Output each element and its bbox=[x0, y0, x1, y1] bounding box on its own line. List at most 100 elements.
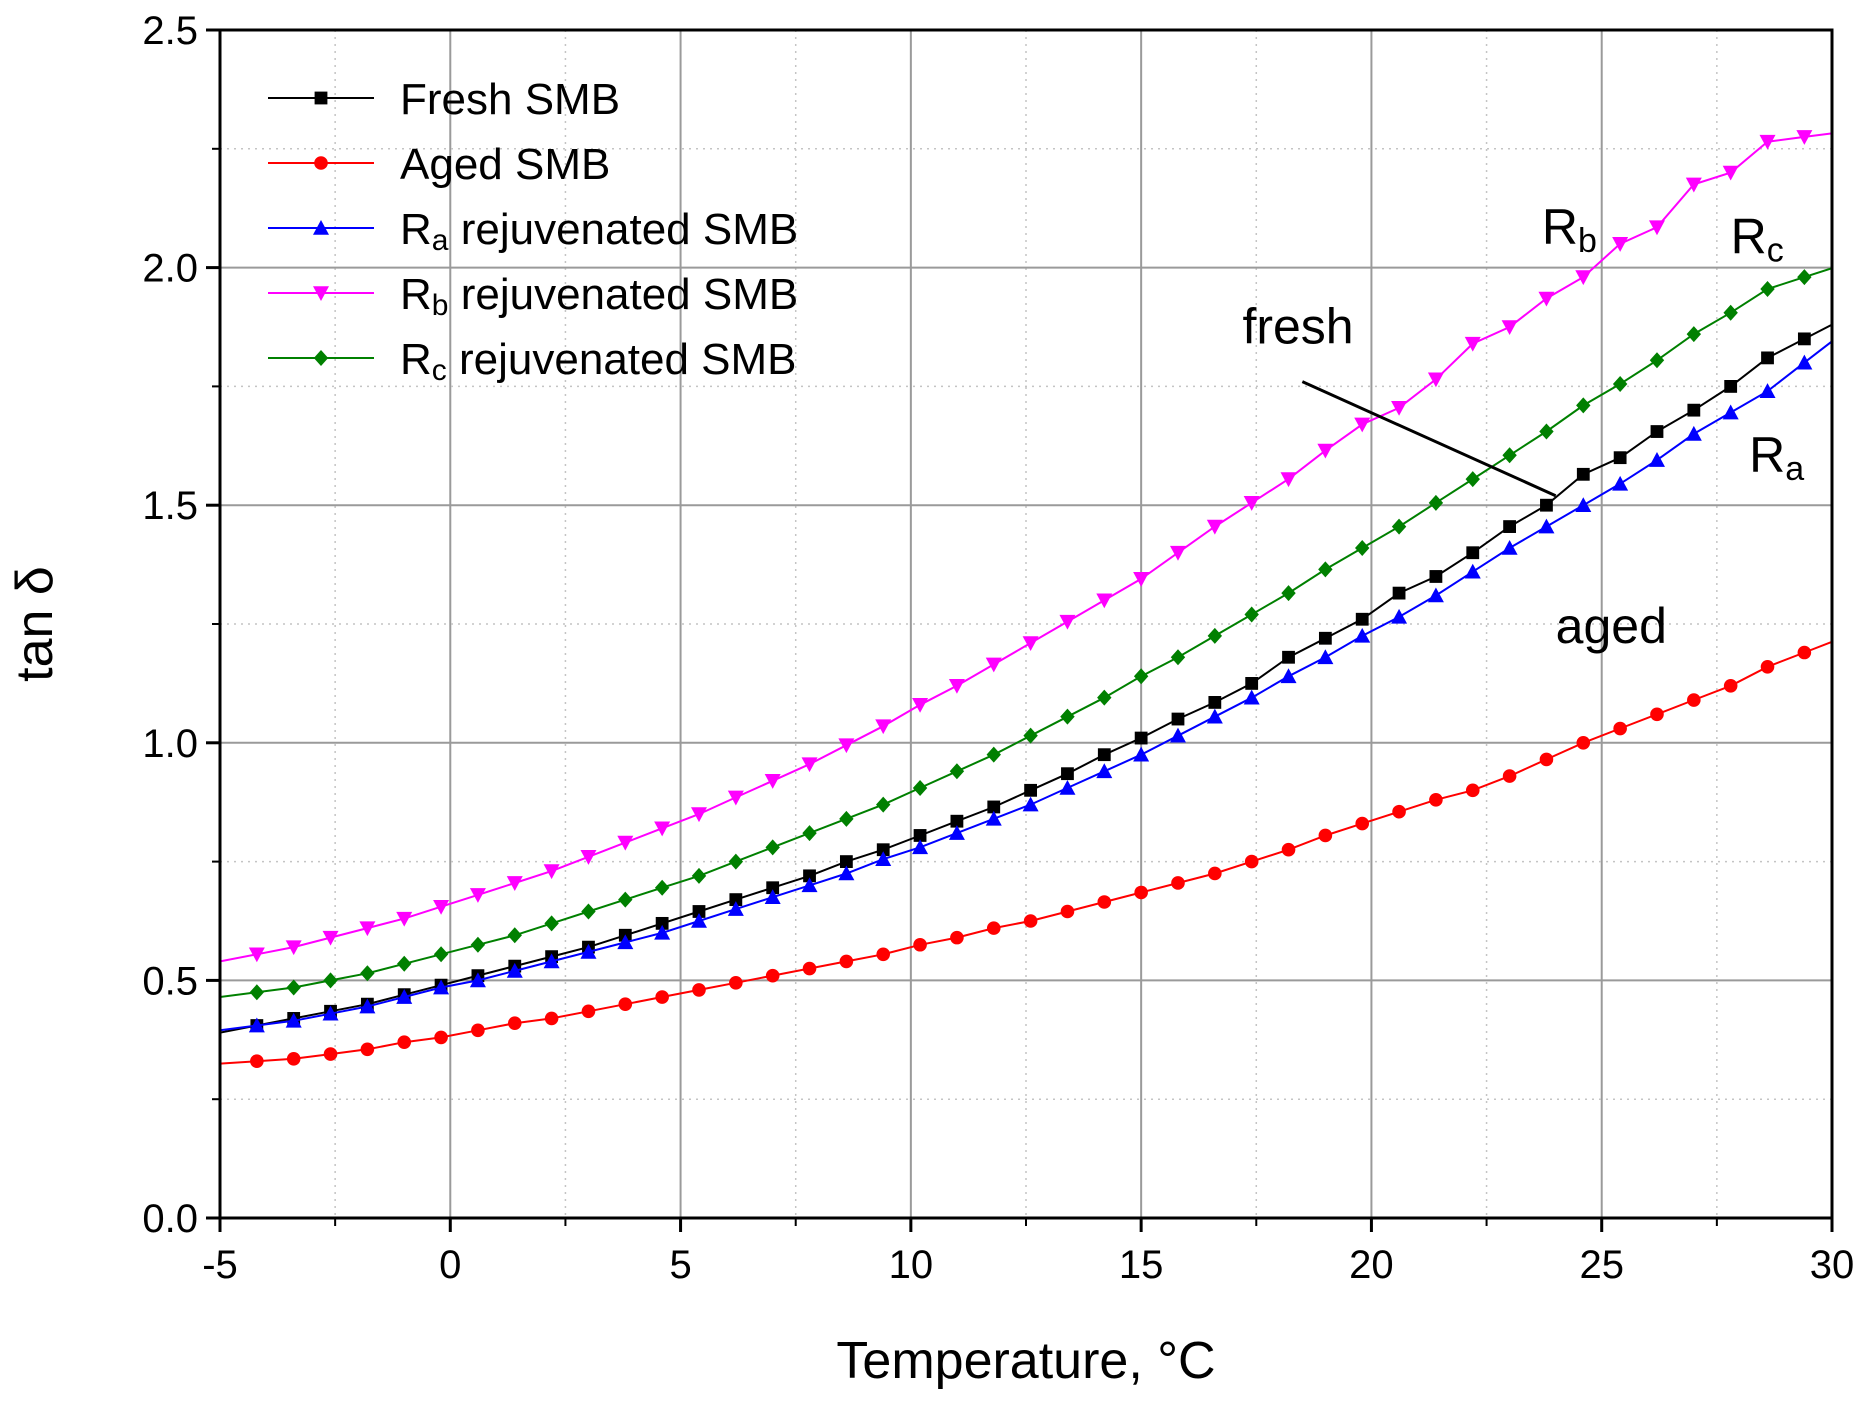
data-point-ra-rejuvenated-smb bbox=[543, 953, 560, 969]
data-point-aged-smb bbox=[1502, 769, 1517, 783]
data-point-rc-rejuvenated-smb bbox=[728, 853, 744, 870]
data-point-ra-rejuvenated-smb bbox=[1648, 452, 1665, 467]
data-point-rc-rejuvenated-smb bbox=[249, 984, 265, 1001]
data-point-ra-rejuvenated-smb bbox=[1464, 563, 1481, 579]
data-point-aged-smb bbox=[250, 1054, 264, 1068]
data-point-ra-rejuvenated-smb bbox=[690, 913, 707, 928]
data-point-fresh-smb bbox=[1429, 570, 1443, 583]
data-point-fresh-smb bbox=[1613, 451, 1627, 465]
data-point-rc-rejuvenated-smb bbox=[986, 746, 1001, 763]
data-point-aged-smb bbox=[1797, 645, 1812, 660]
y-tick-label: 0.0 bbox=[142, 1197, 198, 1241]
data-point-rc-rejuvenated-smb bbox=[1539, 423, 1554, 440]
data-point-fresh-smb bbox=[1282, 650, 1295, 664]
data-point-ra-rejuvenated-smb bbox=[1538, 518, 1555, 534]
x-tick-label: 25 bbox=[1579, 1243, 1624, 1287]
data-point-aged-smb bbox=[692, 983, 706, 997]
data-point-rc-rejuvenated-smb bbox=[802, 825, 817, 842]
data-point-rb-rejuvenated-smb bbox=[543, 864, 560, 880]
data-point-fresh-smb bbox=[766, 881, 780, 895]
legend-item-rb-rejuvenated-smb: Rb rejuvenated SMB bbox=[268, 270, 798, 322]
data-point-ra-rejuvenated-smb bbox=[1796, 354, 1813, 370]
data-point-rb-rejuvenated-smb bbox=[617, 835, 634, 851]
x-tick-label: 30 bbox=[1810, 1243, 1855, 1287]
data-point-rb-rejuvenated-smb bbox=[654, 821, 671, 837]
data-point-ra-rejuvenated-smb bbox=[1022, 796, 1039, 812]
data-point-aged-smb bbox=[1392, 804, 1406, 819]
data-point-rb-rejuvenated-smb bbox=[469, 888, 486, 903]
data-point-aged-smb bbox=[765, 968, 780, 983]
data-point-rc-rejuvenated-smb bbox=[1133, 668, 1149, 685]
data-point-aged-smb bbox=[1760, 659, 1775, 674]
annotation-pointer bbox=[1301, 380, 1557, 498]
series-ra-rejuvenated-smb bbox=[220, 340, 1832, 1033]
data-point-aged-smb bbox=[839, 954, 854, 969]
data-point-rb-rejuvenated-smb bbox=[1648, 220, 1665, 236]
data-point-fresh-smb bbox=[1355, 612, 1369, 626]
data-point-rc-rejuvenated-smb bbox=[1502, 447, 1517, 464]
data-point-rb-rejuvenated-smb bbox=[1096, 593, 1113, 609]
data-point-aged-smb bbox=[729, 975, 743, 990]
data-point-ra-rejuvenated-smb bbox=[1280, 668, 1297, 684]
data-point-fresh-smb bbox=[876, 843, 890, 857]
x-axis-title: Temperature, °C bbox=[836, 1332, 1215, 1390]
legend-marker bbox=[313, 286, 329, 301]
series-rc-rejuvenated-smb bbox=[220, 267, 1832, 1001]
data-point-rb-rejuvenated-smb bbox=[1427, 372, 1444, 388]
data-point-rc-rejuvenated-smb bbox=[1097, 689, 1112, 706]
data-point-ra-rejuvenated-smb bbox=[1354, 627, 1371, 643]
legend-marker bbox=[313, 350, 329, 366]
data-point-fresh-smb bbox=[1134, 731, 1148, 745]
data-point-ra-rejuvenated-smb bbox=[1427, 587, 1444, 603]
data-point-aged-smb bbox=[876, 947, 891, 962]
data-point-rc-rejuvenated-smb bbox=[949, 763, 965, 780]
data-point-fresh-smb bbox=[1650, 425, 1664, 438]
data-point-ra-rejuvenated-smb bbox=[433, 979, 450, 995]
data-point-fresh-smb bbox=[1503, 520, 1516, 533]
data-point-rc-rejuvenated-smb bbox=[433, 946, 449, 963]
data-point-aged-smb bbox=[1097, 895, 1112, 909]
data-point-rb-rejuvenated-smb bbox=[1133, 572, 1150, 587]
data-point-aged-smb bbox=[1650, 707, 1664, 722]
data-point-rc-rejuvenated-smb bbox=[1355, 539, 1370, 556]
data-point-aged-smb bbox=[913, 937, 927, 952]
data-point-aged-smb bbox=[1318, 828, 1333, 843]
legend-item-ra-rejuvenated-smb: Ra rejuvenated SMB bbox=[268, 205, 798, 257]
data-point-rb-rejuvenated-smb bbox=[506, 876, 523, 891]
data-point-aged-smb bbox=[471, 1023, 485, 1038]
data-point-rc-rejuvenated-smb bbox=[1649, 352, 1665, 369]
data-point-ra-rejuvenated-smb bbox=[1206, 708, 1223, 724]
data-point-aged-smb bbox=[950, 930, 964, 945]
data-point-aged-smb bbox=[1060, 904, 1075, 919]
data-point-rc-rejuvenated-smb bbox=[507, 927, 522, 944]
data-point-fresh-smb bbox=[655, 916, 669, 930]
data-point-ra-rejuvenated-smb bbox=[1759, 383, 1776, 398]
data-point-aged-smb bbox=[1171, 876, 1185, 890]
data-point-rc-rejuvenated-smb bbox=[323, 972, 338, 989]
x-tick-label: 0 bbox=[439, 1243, 461, 1287]
data-point-fresh-smb bbox=[1097, 748, 1111, 762]
annotation-rb: Rb bbox=[1542, 199, 1597, 260]
data-point-rc-rejuvenated-smb bbox=[839, 810, 854, 827]
data-point-fresh-smb bbox=[1687, 403, 1701, 417]
data-point-ra-rejuvenated-smb bbox=[801, 877, 818, 893]
data-point-ra-rejuvenated-smb bbox=[727, 901, 744, 916]
y-axis-title: tan δ bbox=[6, 566, 64, 682]
y-tick-label: 1.0 bbox=[142, 722, 198, 766]
data-point-rc-rejuvenated-smb bbox=[1428, 494, 1444, 511]
data-point-fresh-smb bbox=[1466, 546, 1480, 560]
data-point-rc-rejuvenated-smb bbox=[1023, 727, 1038, 744]
data-point-aged-smb bbox=[434, 1030, 448, 1045]
data-point-aged-smb bbox=[544, 1011, 559, 1026]
data-point-rc-rejuvenated-smb bbox=[544, 915, 559, 932]
data-point-fresh-smb bbox=[692, 905, 706, 918]
data-point-rb-rejuvenated-smb bbox=[1169, 545, 1186, 561]
data-point-rb-rejuvenated-smb bbox=[1464, 336, 1481, 352]
x-tick-label: 5 bbox=[669, 1243, 691, 1287]
data-point-rb-rejuvenated-smb bbox=[912, 697, 929, 713]
data-point-rc-rejuvenated-smb bbox=[1797, 269, 1812, 286]
data-point-aged-smb bbox=[323, 1047, 338, 1061]
data-point-rb-rejuvenated-smb bbox=[322, 930, 339, 946]
legend-label: Rc rejuvenated SMB bbox=[400, 335, 797, 387]
data-point-aged-smb bbox=[1208, 866, 1222, 881]
